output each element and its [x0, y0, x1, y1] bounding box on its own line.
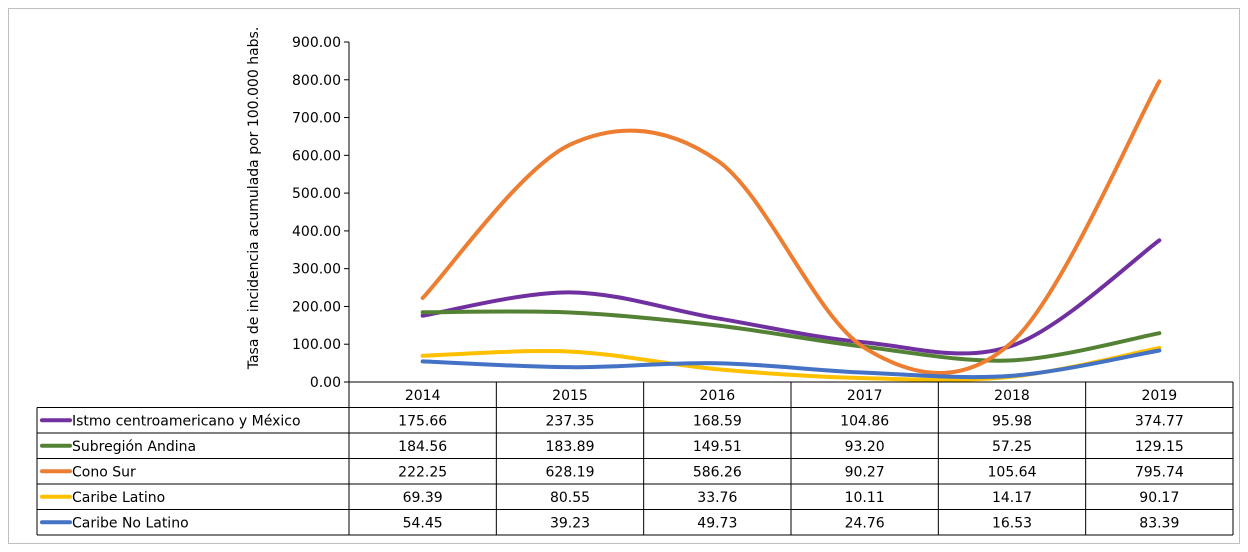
data-label: 628.19: [546, 464, 595, 480]
data-label: 586.26: [693, 464, 742, 480]
x-tick-label: 2015: [552, 388, 588, 404]
series-line-4: [420, 348, 1162, 380]
data-label: 149.51: [693, 439, 742, 455]
chart-frame: [8, 8, 1240, 544]
y-tick-label: 700.00: [292, 111, 341, 127]
series-line-0: [420, 238, 1162, 356]
y-axis: 0.00 100.00 200.00 300.00 400.00 500.00 600.00…: [292, 35, 350, 391]
series-line-2: [420, 79, 1162, 375]
y-tick-label: 200.00: [292, 299, 341, 315]
x-tick-label: 2017: [847, 388, 883, 404]
y-tick-label: 900.00: [292, 35, 341, 51]
data-label: 129.15: [1135, 439, 1184, 455]
y-tick-label: 400.00: [292, 224, 341, 240]
data-label: 175.66: [398, 413, 447, 429]
y-tick-label: 800.00: [292, 73, 341, 89]
series-lines: [420, 79, 1162, 382]
y-tick-label: 500.00: [292, 186, 341, 202]
data-label: 90.17: [1139, 490, 1179, 506]
x-tick-label: 2014: [405, 388, 441, 404]
data-label: 168.59: [693, 413, 742, 429]
data-label: 33.76: [697, 490, 737, 506]
series-line-1: [420, 309, 1162, 363]
data-label: 57.25: [992, 439, 1032, 455]
legend-entry: Caribe No Latino: [72, 515, 189, 531]
data-table: 2014 2015 2016 2017 2018 2019 Istmo centroamer…: [36, 381, 1234, 536]
data-label: 105.64: [988, 464, 1037, 480]
legend-entry: Subregión Andina: [72, 439, 196, 455]
data-label: 795.74: [1135, 464, 1184, 480]
data-label: 10.11: [845, 490, 885, 506]
x-tick-label: 2018: [994, 388, 1030, 404]
data-label: 90.27: [845, 464, 885, 480]
data-label: 183.89: [546, 439, 595, 455]
data-label: 374.77: [1135, 413, 1184, 429]
y-axis-label: Tasa de incidencia acumulada por 100.000…: [246, 27, 262, 371]
data-label: 237.35: [546, 413, 595, 429]
y-tick-label: 600.00: [292, 148, 341, 164]
data-label: 222.25: [398, 464, 447, 480]
data-label: 69.39: [403, 490, 443, 506]
data-label: 104.86: [840, 413, 889, 429]
x-tick-label: 2016: [700, 388, 736, 404]
data-label: 83.39: [1139, 515, 1179, 531]
data-label: 95.98: [992, 413, 1032, 429]
legend-entry: Istmo centroamericano y México: [72, 413, 301, 429]
data-label: 49.73: [697, 515, 737, 531]
data-label: 16.53: [992, 515, 1032, 531]
data-label: 80.55: [550, 490, 590, 506]
y-tick-label: 0.00: [310, 375, 341, 391]
data-label: 14.17: [992, 490, 1032, 506]
data-label: 24.76: [845, 515, 885, 531]
legend-entry: Cono Sur: [72, 464, 136, 480]
data-label: 184.56: [398, 439, 447, 455]
data-label: 54.45: [403, 515, 443, 531]
legend-entry: Caribe Latino: [72, 490, 165, 506]
x-tick-label: 2019: [1142, 388, 1178, 404]
y-tick-label: 100.00: [292, 337, 341, 353]
y-tick-label: 300.00: [292, 262, 341, 278]
series-line-3: [420, 345, 1162, 382]
data-label: 39.23: [550, 515, 590, 531]
data-label: 93.20: [845, 439, 885, 455]
